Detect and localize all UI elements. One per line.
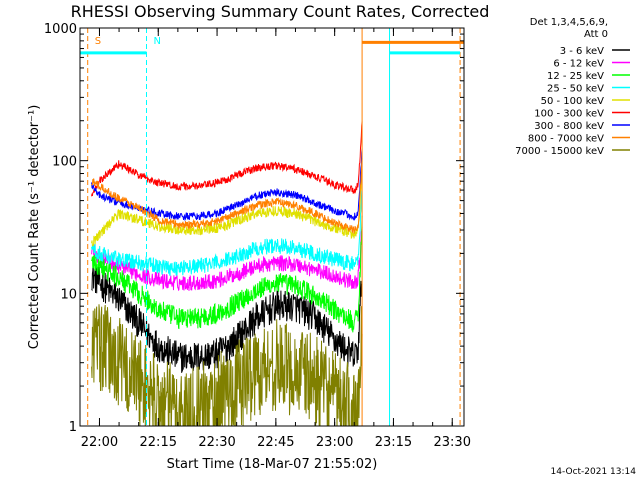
- x-tick-label: 22:00: [81, 435, 118, 450]
- footer-date: 14-Oct-2021 13:14: [551, 467, 637, 477]
- series-line: [91, 304, 363, 426]
- legend: Det 1,3,4,5,6,9,Att 0 3 - 6 keV 6 - 12 keV…: [515, 17, 630, 157]
- series-line: [91, 121, 363, 197]
- legend-label: 25 - 50 keV: [547, 84, 604, 95]
- legend-label: 6 - 12 keV: [553, 59, 604, 70]
- y-tick-label: 100: [52, 155, 77, 170]
- series-line: [91, 169, 363, 247]
- x-tick-label: 23:00: [316, 435, 353, 450]
- y-axis-label: Corrected Count Rate (s⁻¹ detector⁻¹): [27, 105, 42, 350]
- x-tick-label: 23:30: [434, 435, 471, 450]
- y-tick-label: 1: [69, 420, 77, 435]
- legend-label: 50 - 100 keV: [541, 96, 605, 107]
- series-line: [91, 158, 363, 234]
- x-tick-label: 22:30: [198, 435, 235, 450]
- legend-header: Att 0: [584, 29, 608, 40]
- legend-label: 3 - 6 keV: [560, 46, 604, 57]
- series-line: [91, 262, 363, 373]
- series-line: [91, 226, 363, 292]
- y-tick-label: 10: [60, 287, 77, 302]
- x-tick-label: 23:15: [375, 435, 412, 450]
- legend-label: 100 - 300 keV: [534, 109, 604, 120]
- x-tick-label: 22:45: [257, 435, 294, 450]
- plot-frame: [79, 27, 465, 427]
- chart-title: RHESSI Observing Summary Count Rates, Co…: [71, 2, 490, 21]
- legend-header: Det 1,3,4,5,6,9,: [530, 17, 608, 28]
- annotation-label: N: [154, 36, 161, 47]
- series-line: [91, 148, 363, 222]
- legend-label: 800 - 7000 keV: [528, 134, 604, 145]
- annotation-label: S: [95, 36, 101, 47]
- legend-label: 7000 - 15000 keV: [515, 146, 604, 157]
- x-axis-label: Start Time (18-Mar-07 21:55:02): [167, 457, 378, 472]
- legend-label: 12 - 25 keV: [547, 71, 604, 82]
- y-tick-label: 1000: [44, 22, 77, 37]
- series-line: [91, 190, 363, 276]
- series-line: [91, 215, 363, 333]
- x-tick-label: 22:15: [140, 435, 177, 450]
- legend-label: 300 - 800 keV: [534, 121, 604, 132]
